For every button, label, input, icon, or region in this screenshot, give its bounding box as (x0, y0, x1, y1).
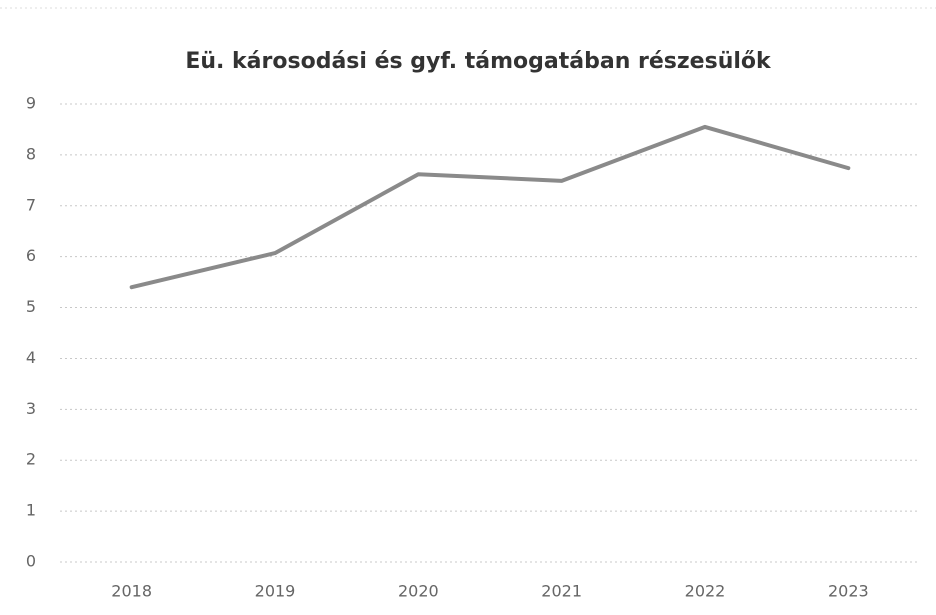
x-tick-label: 2022 (685, 582, 726, 601)
x-tick-label: 2020 (398, 582, 439, 601)
y-tick-label: 8 (26, 144, 36, 163)
x-tick-label: 2021 (541, 582, 582, 601)
y-tick-label: 5 (26, 297, 36, 316)
y-tick-label: 3 (26, 399, 36, 418)
y-tick-label: 9 (26, 94, 36, 113)
y-tick-label: 4 (26, 348, 36, 367)
y-tick-label: 6 (26, 246, 36, 265)
x-tick-label: 2023 (828, 582, 869, 601)
x-tick-label: 2019 (255, 582, 296, 601)
y-tick-label: 7 (26, 195, 36, 214)
y-tick-label: 1 (26, 501, 36, 520)
y-tick-label: 0 (26, 552, 36, 571)
x-tick-label: 2018 (111, 582, 152, 601)
data-line (129, 124, 851, 290)
y-tick-label: 2 (26, 450, 36, 469)
chart-title: Eü. károsodási és gyf. támogatában része… (185, 49, 772, 74)
